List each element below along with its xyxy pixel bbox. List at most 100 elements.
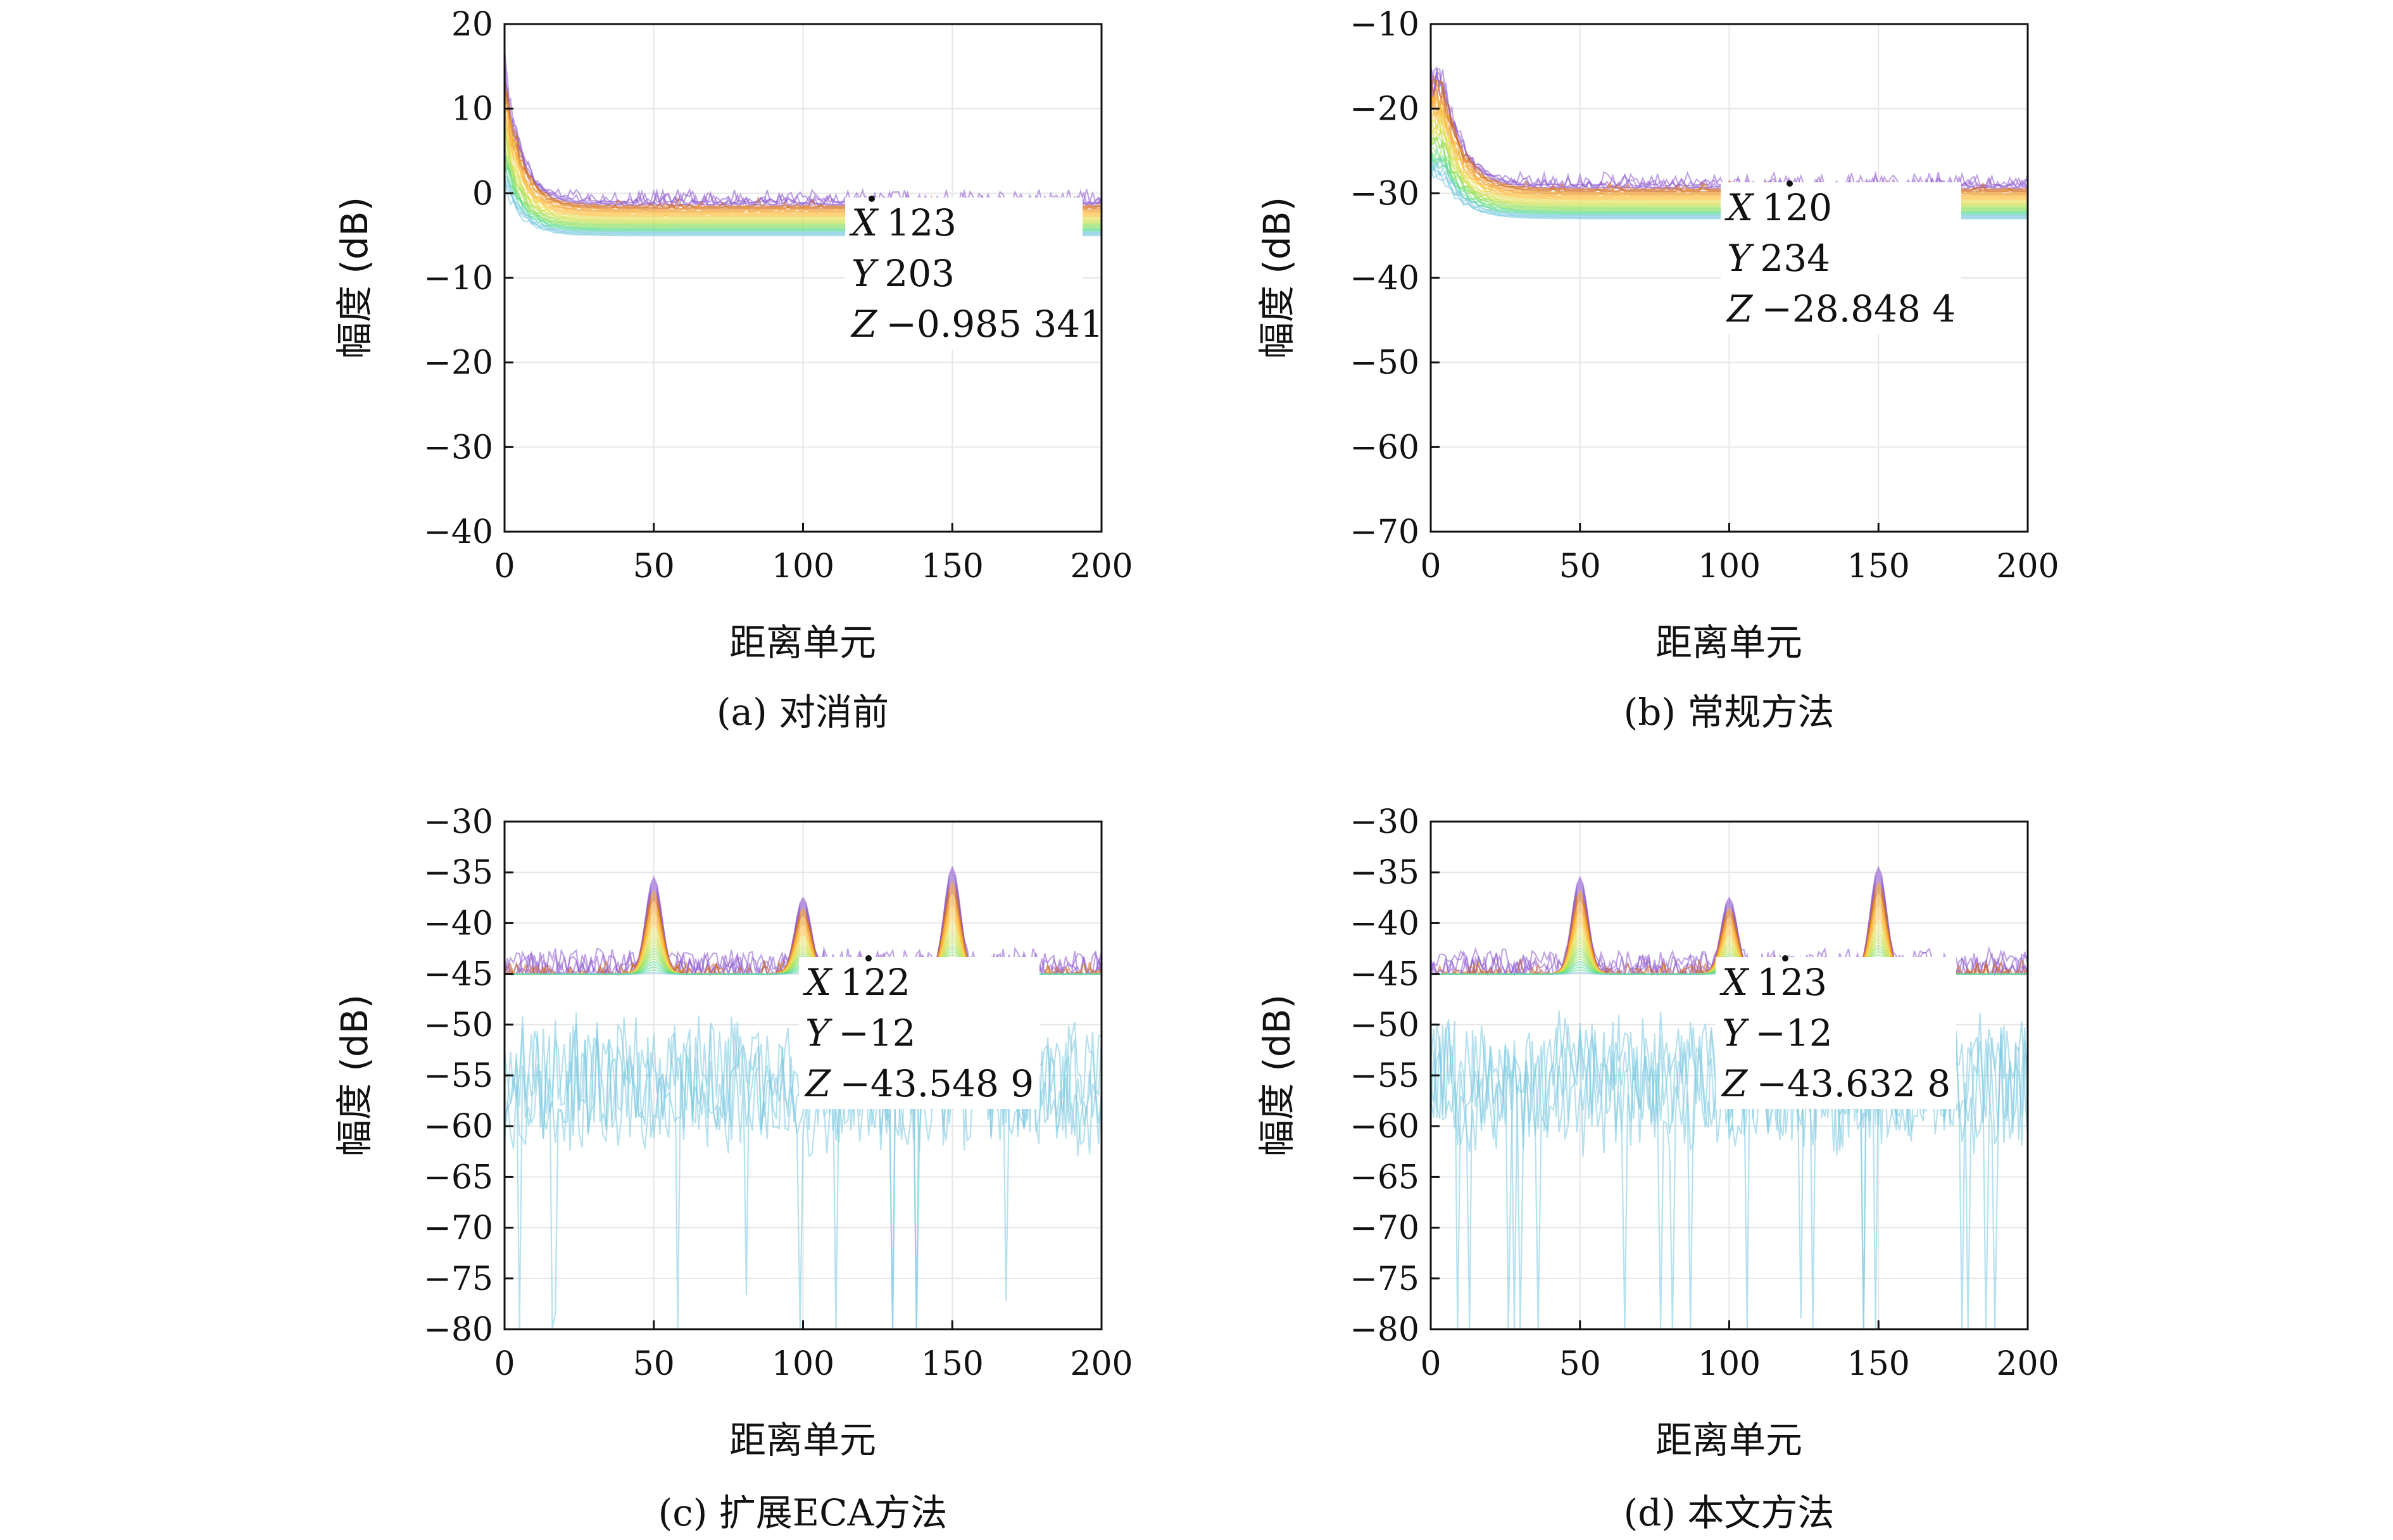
datatip-x-label-d: X <box>1719 961 1750 1004</box>
y-tick-label-c-8: −40 <box>424 905 493 942</box>
datatip-z-a: Z −0.985 341 <box>850 303 1103 346</box>
y-axis-label-b: 幅度 (dB) <box>1255 197 1298 359</box>
y-tick-label-c-3: −65 <box>424 1158 493 1196</box>
ticks-c: 0 50 100 150 200 −80 −75 −70 −65 −60 −55 −50 −45 −40 −… <box>424 803 1133 1383</box>
datatip-z-value-a: −0.985 341 <box>886 303 1103 346</box>
y-axis-label-d: 幅度 (dB) <box>1255 994 1298 1156</box>
x-tick-label-d-4: 200 <box>1996 1345 2059 1383</box>
datatip-x-value-a: 123 <box>886 201 957 244</box>
y-tick-label-c-6: −50 <box>424 1006 493 1044</box>
y-tick-label-d-3: −65 <box>1350 1158 1419 1196</box>
datatip-x-label-b: X <box>1724 186 1755 229</box>
x-tick-label-c-1: 50 <box>633 1345 675 1383</box>
y-tick-label-d-6: −50 <box>1350 1006 1419 1044</box>
y-tick-label-c-9: −35 <box>424 854 493 892</box>
caption-d: (d) 本文方法 <box>1624 1491 1835 1534</box>
panel-d: 0 50 100 150 200 −80 −75 −70 −65 −60 −55 −50 −45 −40 −… <box>1255 803 2059 1534</box>
datatip-y-label-d: Y <box>1722 1011 1749 1055</box>
datatip-x-a: X 123 <box>849 201 957 244</box>
y-tick-label-d-4: −60 <box>1350 1108 1419 1146</box>
datatip-marker-d <box>1782 955 1788 961</box>
datatip-x-value-d: 123 <box>1757 961 1827 1004</box>
ticks-a: 0 50 100 150 200 −40 −30 −20 −10 0 10 20 <box>424 6 1133 585</box>
datatip-marker-c <box>865 955 872 961</box>
y-tick-label-b-4: −30 <box>1350 175 1419 213</box>
y-tick-label-a-2: −20 <box>424 344 493 382</box>
y-tick-label-d-5: −55 <box>1350 1057 1419 1095</box>
datatip-x-value-c: 122 <box>840 961 910 1004</box>
x-tick-label-b-2: 100 <box>1698 548 1761 585</box>
datatip-box-a <box>845 197 1083 349</box>
x-tick-label-c-2: 100 <box>772 1345 834 1383</box>
y-tick-label-b-0: −70 <box>1350 513 1419 551</box>
panel-a: 0 50 100 150 200 −40 −30 −20 −10 0 10 20 距离单元 幅度 (d… <box>333 6 1133 734</box>
y-tick-label-c-4: −60 <box>424 1108 493 1146</box>
x-axis-label-c: 距离单元 <box>729 1418 876 1462</box>
y-tick-label-c-0: −80 <box>424 1311 493 1349</box>
series-line-a-0 <box>503 51 1102 205</box>
y-tick-label-d-9: −35 <box>1350 854 1419 892</box>
datatip-z-label-d: Z <box>1721 1062 1749 1105</box>
y-tick-label-a-0: −40 <box>424 513 493 551</box>
x-tick-label-d-1: 50 <box>1559 1345 1601 1383</box>
x-tick-label-a-2: 100 <box>772 548 834 585</box>
datatip-y-a: Y 203 <box>851 252 955 295</box>
datatip-z-label-a: Z <box>850 303 878 346</box>
datatip-y-label-b: Y <box>1727 237 1754 280</box>
datatip-y-b: Y 234 <box>1727 237 1830 280</box>
datatip-x-c: X 122 <box>803 961 910 1004</box>
x-tick-label-b-3: 150 <box>1847 548 1910 585</box>
caption-b: (b) 常规方法 <box>1624 691 1835 734</box>
datatip-y-c: Y −12 <box>805 1011 916 1055</box>
y-axis-label-a: 幅度 (dB) <box>333 197 376 359</box>
y-tick-label-c-5: −55 <box>424 1057 493 1095</box>
datatip-y-label-a: Y <box>851 252 879 295</box>
datatip-x-label-a: X <box>849 201 879 244</box>
y-tick-label-c-7: −45 <box>424 956 493 994</box>
x-tick-label-c-0: 0 <box>494 1345 515 1383</box>
datatip-z-value-d: −43.632 8 <box>1756 1062 1950 1105</box>
x-tick-label-b-0: 0 <box>1420 548 1441 585</box>
y-tick-label-d-0: −80 <box>1350 1311 1419 1349</box>
x-axis-label-d: 距离单元 <box>1655 1418 1802 1462</box>
x-tick-label-a-4: 200 <box>1070 548 1133 585</box>
y-tick-label-c-10: −30 <box>424 803 493 841</box>
x-tick-label-d-2: 100 <box>1698 1345 1761 1383</box>
x-tick-label-a-3: 150 <box>921 548 984 585</box>
y-tick-label-b-1: −60 <box>1350 429 1419 466</box>
x-tick-label-b-4: 200 <box>1996 548 2059 585</box>
datatip-y-value-c: −12 <box>838 1011 915 1055</box>
y-tick-label-d-8: −40 <box>1350 905 1419 942</box>
y-tick-label-c-2: −70 <box>424 1210 493 1248</box>
y-tick-label-a-5: 10 <box>451 91 493 128</box>
datatip-y-value-d: −12 <box>1755 1011 1832 1055</box>
datatip-z-label-c: Z <box>804 1062 832 1105</box>
y-tick-label-b-5: −20 <box>1350 91 1419 128</box>
datatip-x-b: X 120 <box>1724 186 1832 229</box>
x-tick-label-b-1: 50 <box>1559 548 1601 585</box>
datatip-b: X 120 Y 234 Z −28.848 4 <box>1721 180 1961 334</box>
caption-a: (a) 对消前 <box>717 691 889 734</box>
panel-b: 0 50 100 150 200 −70 −60 −50 −40 −30 −20 −10 距离单元 幅… <box>1255 6 2059 734</box>
y-tick-label-a-4: 0 <box>472 175 493 213</box>
datatip-z-label-b: Z <box>1726 287 1754 330</box>
datatip-z-d: Z −43.632 8 <box>1721 1062 1950 1105</box>
datatip-z-value-c: −43.548 9 <box>839 1062 1034 1105</box>
datatip-y-d: Y −12 <box>1722 1011 1833 1055</box>
y-tick-label-a-6: 20 <box>451 6 493 44</box>
datatip-d: X 123 Y −12 Z −43.632 8 <box>1716 955 1956 1109</box>
y-tick-label-d-10: −30 <box>1350 803 1419 841</box>
y-tick-label-a-1: −30 <box>424 429 493 466</box>
datatip-c: X 122 Y −12 Z −43.548 9 <box>799 955 1039 1109</box>
y-tick-label-b-3: −40 <box>1350 260 1419 297</box>
datatip-x-value-b: 120 <box>1762 186 1832 229</box>
datatip-z-value-b: −28.848 4 <box>1761 287 1956 330</box>
panel-c: 0 50 100 150 200 −80 −75 −70 −65 −60 −55 −50 −45 −40 −… <box>333 803 1133 1534</box>
x-axis-label-a: 距离单元 <box>729 621 876 664</box>
x-tick-label-a-0: 0 <box>494 548 515 585</box>
x-tick-label-c-4: 200 <box>1070 1345 1133 1383</box>
y-tick-label-c-1: −75 <box>424 1260 493 1298</box>
datatip-y-label-c: Y <box>805 1011 832 1055</box>
y-tick-label-d-7: −45 <box>1350 956 1419 994</box>
datatip-box-c <box>799 957 1039 1109</box>
